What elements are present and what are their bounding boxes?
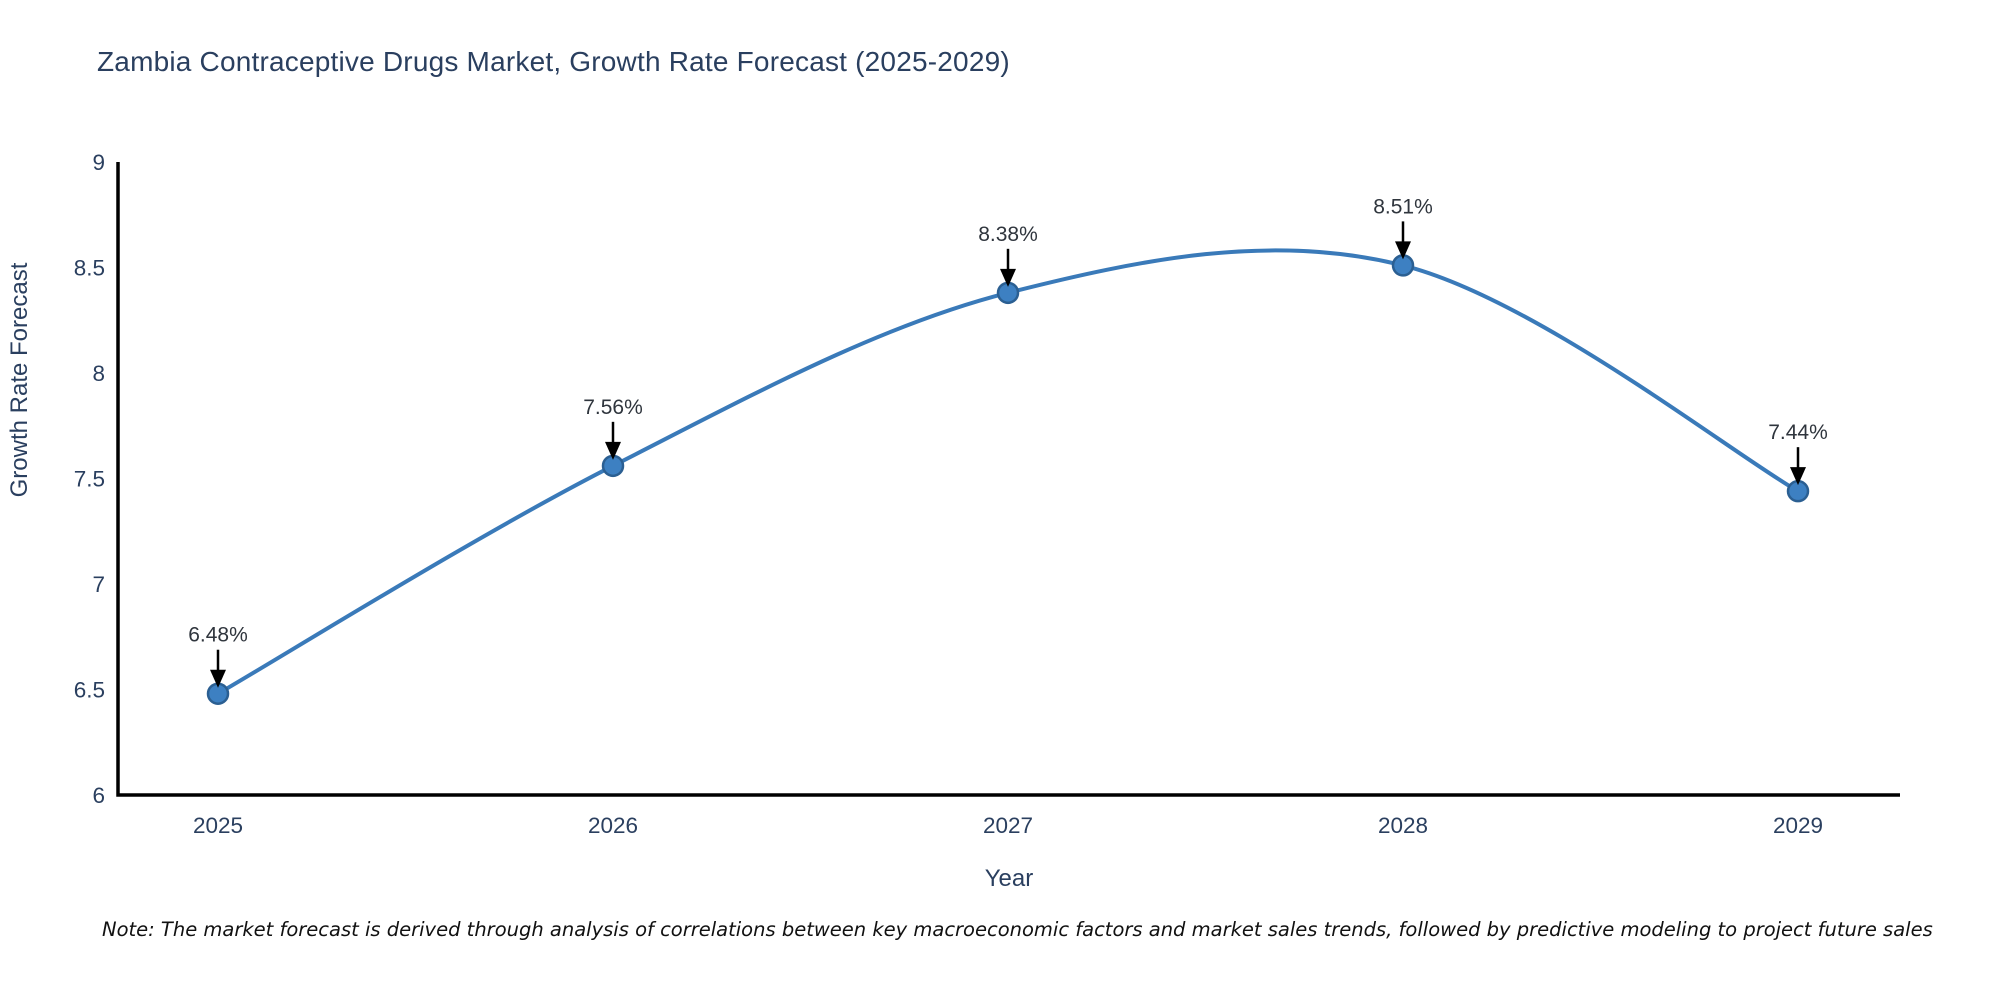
x-tick-label: 2026	[588, 813, 638, 838]
y-tick-label: 7	[92, 572, 105, 597]
point-value-label: 6.48%	[188, 624, 248, 647]
y-tick-label: 6.5	[74, 678, 105, 703]
annotation-arrow-head	[605, 441, 621, 460]
forecast-line	[216, 248, 1800, 696]
y-tick-label: 6	[92, 783, 105, 808]
chart-title: Zambia Contraceptive Drugs Market, Growt…	[97, 46, 1010, 77]
annotation-arrow-head	[1395, 241, 1411, 260]
y-tick-label: 8.5	[74, 256, 105, 281]
footnote: Note: The market forecast is derived thr…	[102, 918, 1933, 941]
point-value-label: 8.38%	[978, 223, 1038, 246]
y-tick-label: 8	[92, 361, 105, 386]
x-tick-label: 2028	[1378, 813, 1428, 838]
x-tick-label: 2029	[1773, 813, 1823, 838]
y-tick-label: 9	[92, 150, 105, 175]
y-axis-title: Growth Rate Forecast	[6, 262, 33, 497]
point-value-label: 7.56%	[583, 396, 643, 419]
annotation-arrow-head	[210, 669, 226, 688]
x-tick-label: 2025	[193, 813, 243, 838]
point-value-label: 7.44%	[1768, 421, 1828, 444]
annotation-arrow-head	[1000, 268, 1016, 287]
x-axis-title: Year	[985, 865, 1034, 892]
annotation-arrow-head	[1790, 467, 1806, 486]
y-tick-label: 7.5	[74, 467, 105, 492]
axes-lines	[116, 162, 1900, 797]
x-tick-label: 2027	[983, 813, 1033, 838]
point-value-label: 8.51%	[1373, 195, 1433, 218]
